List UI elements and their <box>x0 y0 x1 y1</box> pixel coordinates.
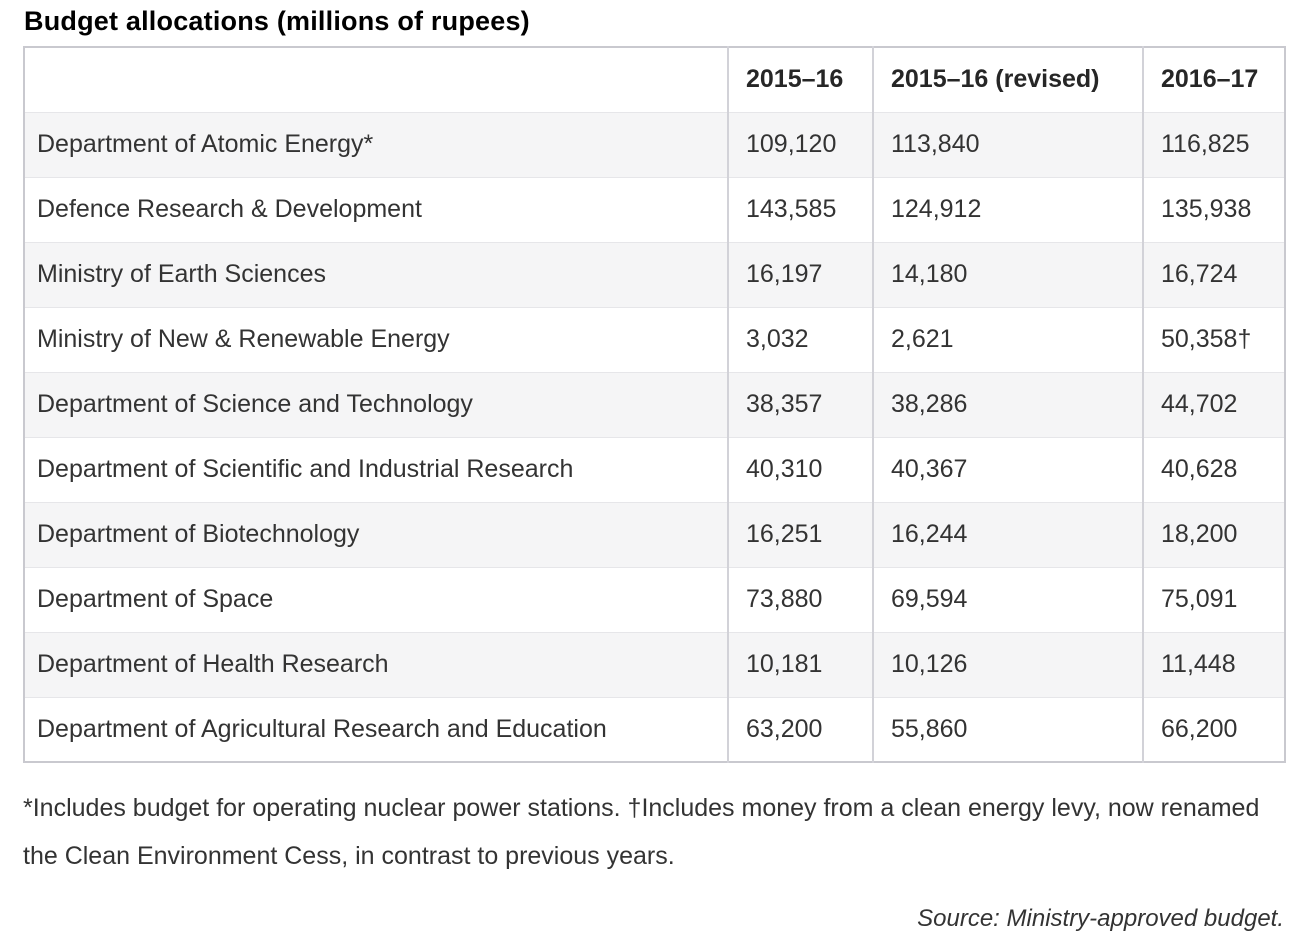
footnote: *Includes budget for operating nuclear p… <box>23 794 1260 870</box>
cell-value: 10,181 <box>727 631 873 697</box>
cell-value: 44,702 <box>1142 371 1285 437</box>
budget-table: 2015–16 2015–16 (revised) 2016–17 Depart… <box>23 46 1286 763</box>
cell-value: 40,367 <box>872 436 1143 502</box>
cell-value: 10,126 <box>872 631 1143 697</box>
cell-value: 16,244 <box>872 501 1143 567</box>
cell-value: 113,840 <box>872 111 1143 177</box>
cell-value: 50,358† <box>1142 306 1285 372</box>
row-label: Department of Agricultural Research and … <box>24 696 728 762</box>
source-note: Source: Ministry-approved budget. <box>917 905 1284 932</box>
cell-value: 143,585 <box>727 176 873 242</box>
table-body: Department of Atomic Energy* 109,120 113… <box>24 111 1285 762</box>
table-row: Department of Atomic Energy* 109,120 113… <box>24 111 1285 177</box>
table-row: Department of Science and Technology 38,… <box>24 371 1285 437</box>
row-label: Ministry of Earth Sciences <box>24 241 728 307</box>
cell-value: 40,628 <box>1142 436 1285 502</box>
table-row: Defence Research & Development 143,585 1… <box>24 176 1285 242</box>
table-row: Department of Biotechnology 16,251 16,24… <box>24 501 1285 567</box>
cell-value: 40,310 <box>727 436 873 502</box>
table-row: Department of Agricultural Research and … <box>24 696 1285 762</box>
cell-value: 116,825 <box>1142 111 1285 177</box>
table-row: Department of Space 73,880 69,594 75,091 <box>24 566 1285 632</box>
cell-value: 16,724 <box>1142 241 1285 307</box>
row-label: Defence Research & Development <box>24 176 728 242</box>
row-label: Department of Scientific and Industrial … <box>24 436 728 502</box>
row-label: Department of Health Research <box>24 631 728 697</box>
column-header-blank <box>24 47 728 112</box>
cell-value: 63,200 <box>727 696 873 762</box>
row-label: Department of Biotechnology <box>24 501 728 567</box>
cell-value: 66,200 <box>1142 696 1285 762</box>
table-row: Department of Scientific and Industrial … <box>24 436 1285 502</box>
header-row: 2015–16 2015–16 (revised) 2016–17 <box>24 47 1285 112</box>
cell-value: 109,120 <box>727 111 873 177</box>
cell-value: 38,357 <box>727 371 873 437</box>
column-header-2015-16: 2015–16 <box>727 47 873 112</box>
cell-value: 135,938 <box>1142 176 1285 242</box>
table-row: Department of Health Research 10,181 10,… <box>24 631 1285 697</box>
row-label: Department of Space <box>24 566 728 632</box>
table-row: Ministry of Earth Sciences 16,197 14,180… <box>24 241 1285 307</box>
cell-value: 18,200 <box>1142 501 1285 567</box>
column-header-2015-16-revised: 2015–16 (revised) <box>872 47 1143 112</box>
row-label: Ministry of New & Renewable Energy <box>24 306 728 372</box>
table-header: 2015–16 2015–16 (revised) 2016–17 <box>24 47 1285 112</box>
table-title: Budget allocations (millions of rupees) <box>24 6 530 36</box>
cell-value: 16,251 <box>727 501 873 567</box>
row-label: Department of Science and Technology <box>24 371 728 437</box>
cell-value: 38,286 <box>872 371 1143 437</box>
cell-value: 3,032 <box>727 306 873 372</box>
cell-value: 14,180 <box>872 241 1143 307</box>
cell-value: 55,860 <box>872 696 1143 762</box>
cell-value: 69,594 <box>872 566 1143 632</box>
table-row: Ministry of New & Renewable Energy 3,032… <box>24 306 1285 372</box>
cell-value: 11,448 <box>1142 631 1285 697</box>
cell-value: 73,880 <box>727 566 873 632</box>
column-header-2016-17: 2016–17 <box>1142 47 1285 112</box>
cell-value: 2,621 <box>872 306 1143 372</box>
row-label: Department of Atomic Energy* <box>24 111 728 177</box>
cell-value: 124,912 <box>872 176 1143 242</box>
cell-value: 16,197 <box>727 241 873 307</box>
cell-value: 75,091 <box>1142 566 1285 632</box>
